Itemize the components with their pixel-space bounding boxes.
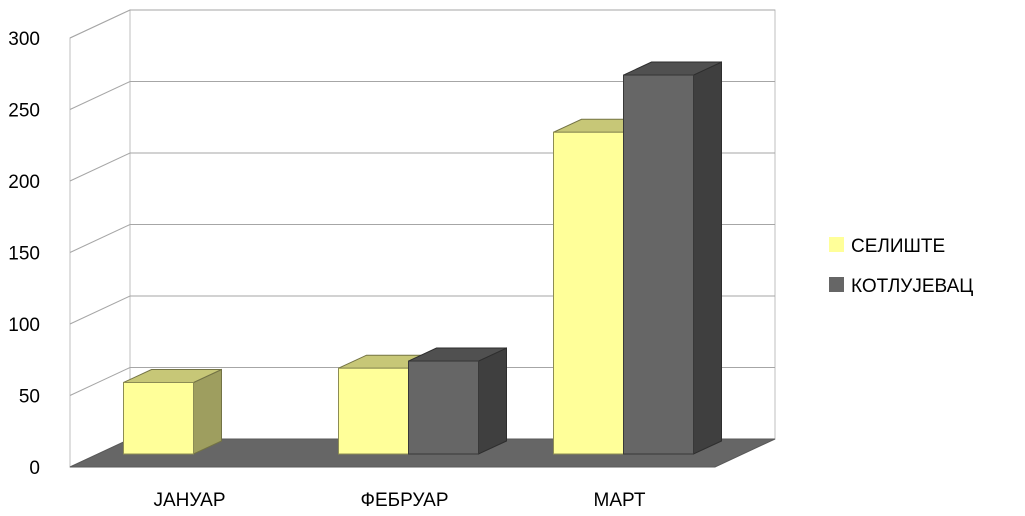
bar-side — [478, 347, 507, 455]
gridline — [69, 9, 775, 39]
bar-side — [193, 368, 222, 455]
y-tick-label: 200 — [8, 172, 40, 193]
legend-item: СЕЛИШТЕ — [829, 236, 945, 257]
bar-front — [123, 382, 194, 455]
bar-КОТЛУЈЕВАЦ-ФЕБРУАР — [408, 347, 507, 455]
y-tick-label: 100 — [8, 315, 40, 336]
x-category-label: ЈАНУАР — [153, 490, 225, 511]
gridline — [69, 81, 775, 110]
y-tick-label: 0 — [29, 458, 40, 479]
legend-swatch — [829, 277, 844, 292]
bar-СЕЛИШТЕ-ЈАНУАР — [123, 368, 222, 455]
legend-label: КОТЛУЈЕВАЦ — [851, 276, 973, 297]
x-axis-labels: ЈАНУАР ФЕБРУАР МАРТ — [153, 490, 645, 511]
x-category-label: ФЕБРУАР — [361, 490, 449, 511]
y-tick-label: 300 — [8, 29, 40, 50]
bar-front — [338, 367, 409, 455]
bars — [123, 61, 722, 455]
y-axis-ticks: 0 50 100 150 200 250 300 — [8, 29, 40, 479]
bar-side — [693, 61, 722, 455]
legend-swatch — [829, 237, 844, 252]
bar-front — [408, 360, 479, 455]
y-tick-label: 150 — [8, 244, 40, 265]
bar-front — [553, 131, 624, 455]
y-tick-label: 50 — [19, 387, 40, 408]
legend-label: СЕЛИШТЕ — [851, 236, 945, 257]
y-tick-label: 250 — [8, 101, 40, 122]
bar-КОТЛУЈЕВАЦ-МАРТ — [623, 61, 722, 455]
bar-front — [623, 74, 694, 455]
legend-item: КОТЛУЈЕВАЦ — [829, 276, 973, 297]
legend: СЕЛИШТЕ КОТЛУЈЕВАЦ — [829, 236, 973, 297]
x-category-label: МАРТ — [594, 490, 646, 511]
